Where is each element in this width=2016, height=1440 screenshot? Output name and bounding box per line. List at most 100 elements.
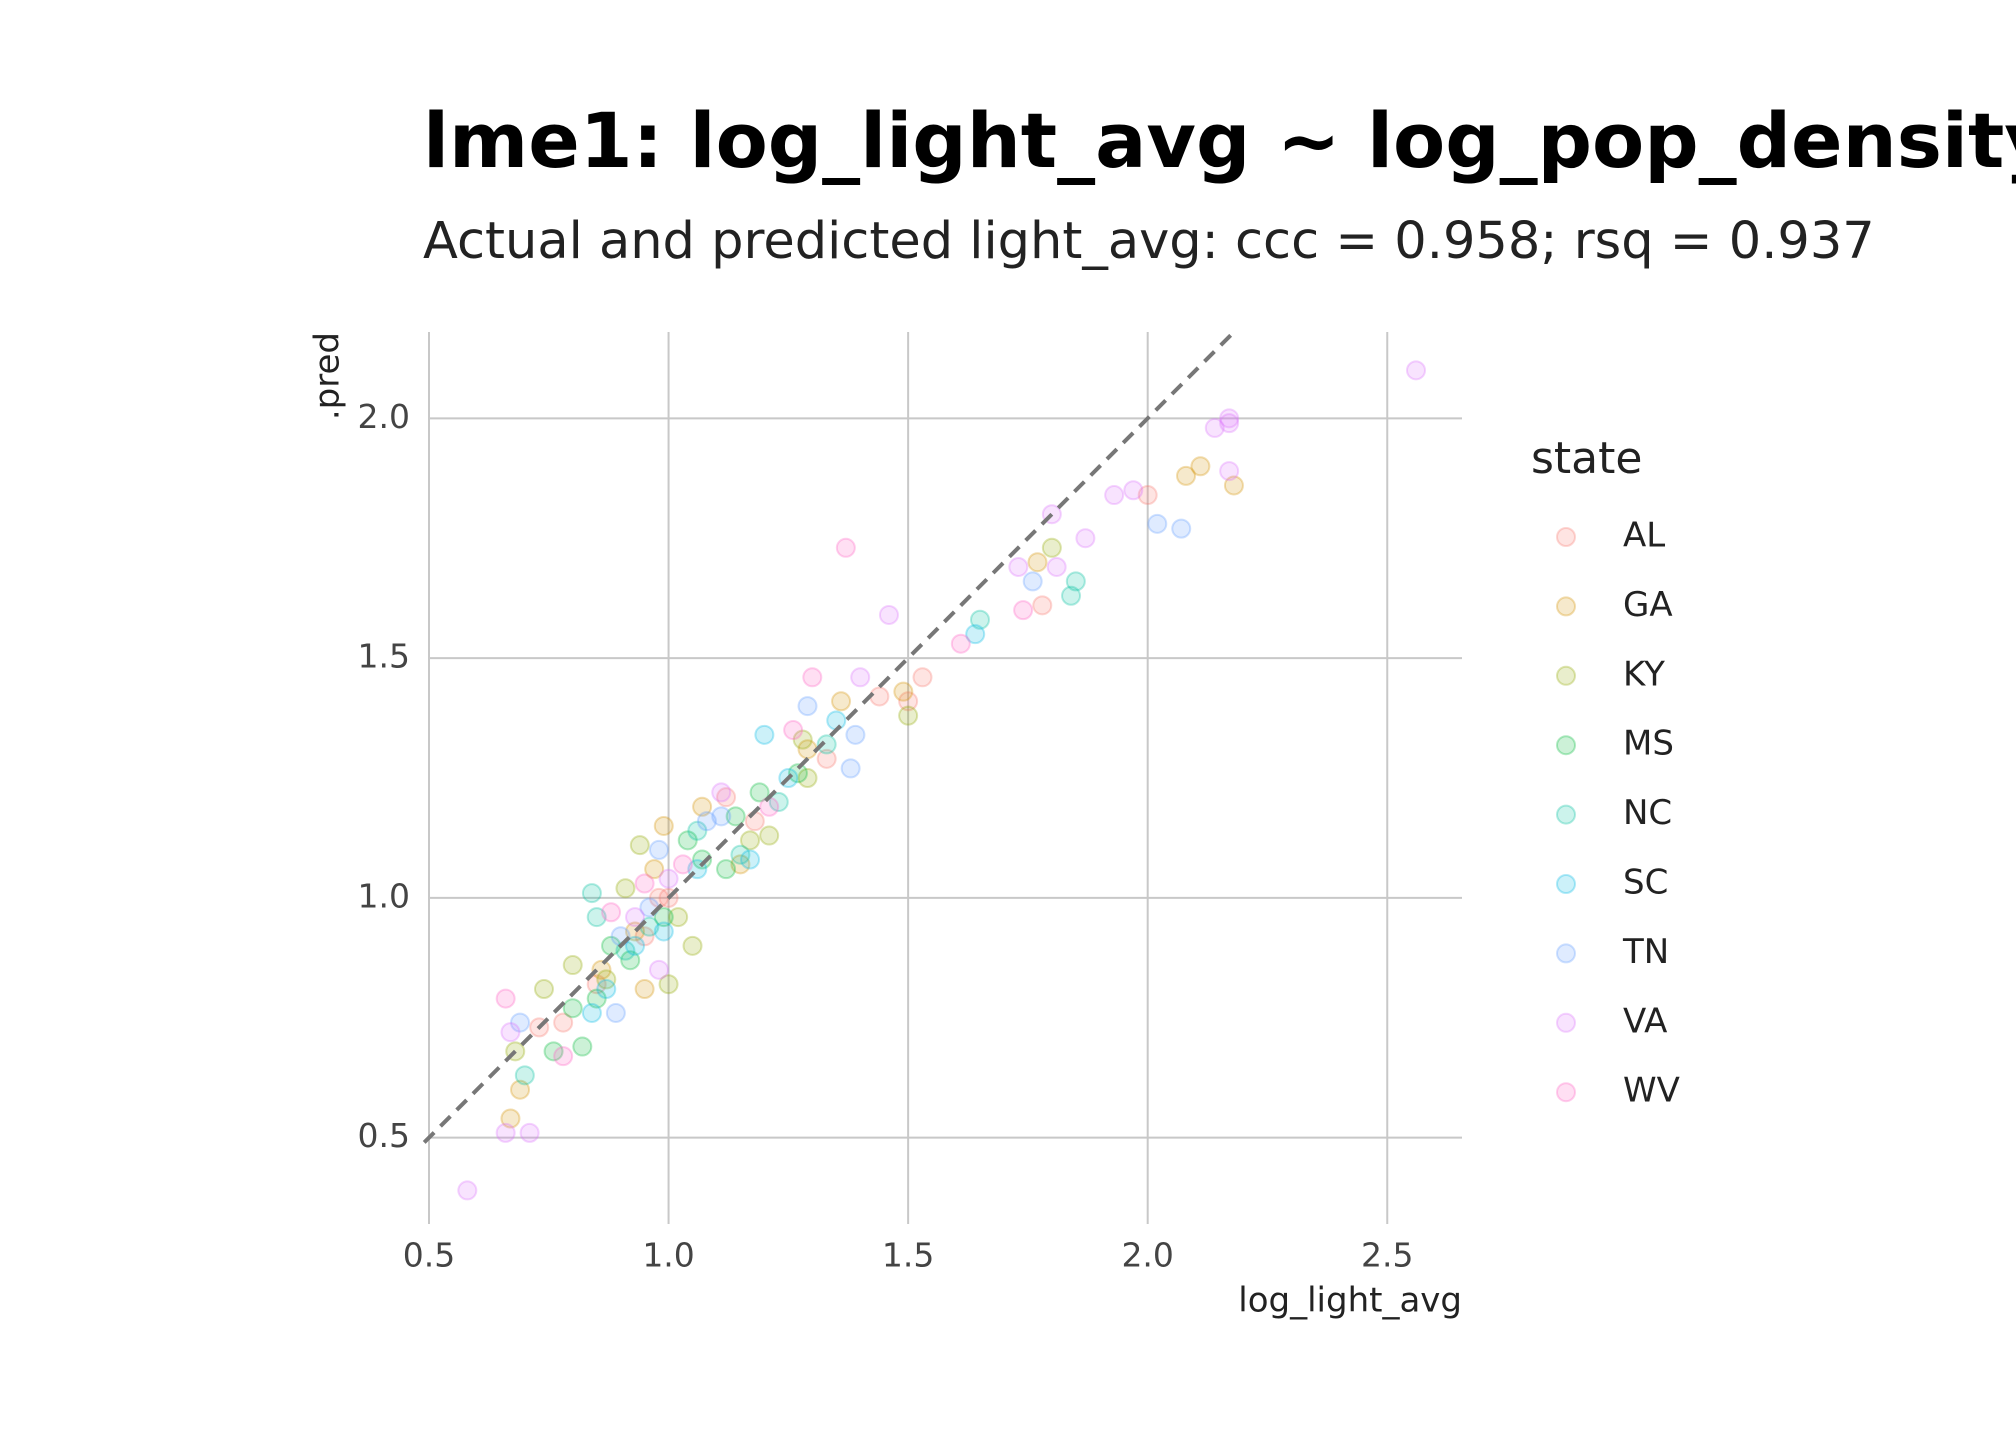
point	[510, 1079, 531, 1100]
point	[648, 959, 669, 980]
y-tick-label: 0.5	[358, 1116, 410, 1155]
y-axis-label: .pred	[308, 332, 348, 420]
point	[869, 686, 890, 707]
point	[696, 811, 717, 832]
point	[653, 815, 674, 836]
point	[1075, 528, 1096, 549]
point	[1032, 595, 1053, 616]
point	[898, 705, 919, 726]
legend-key	[1556, 527, 1576, 547]
point	[625, 935, 646, 956]
y-tick-label: 1.5	[358, 637, 410, 676]
point	[658, 868, 679, 889]
point	[1223, 475, 1244, 496]
legend-key	[1556, 804, 1576, 825]
point	[648, 839, 669, 860]
point	[553, 1012, 574, 1033]
legend-label: WV	[1623, 1071, 1680, 1111]
point	[586, 974, 607, 995]
point	[725, 806, 746, 827]
point	[1219, 408, 1240, 429]
point	[950, 633, 971, 654]
point	[1147, 513, 1168, 534]
point	[797, 768, 818, 788]
point	[514, 1065, 535, 1086]
x-tick-label: 1.0	[642, 1236, 694, 1275]
point	[740, 849, 761, 870]
point	[716, 787, 737, 808]
point	[1041, 537, 1062, 558]
legend-key	[1556, 665, 1576, 686]
point	[677, 830, 698, 851]
legend-key	[1556, 874, 1576, 894]
legend-label: MS	[1623, 724, 1674, 764]
point	[816, 734, 837, 755]
identity-line	[422, 330, 1236, 1144]
point	[826, 710, 847, 731]
point	[1027, 552, 1048, 573]
y-tick-label: 2.0	[358, 397, 410, 436]
point	[1171, 518, 1192, 539]
point	[586, 988, 607, 1009]
point	[840, 758, 861, 779]
point	[835, 537, 856, 558]
point	[1013, 600, 1034, 621]
point	[634, 979, 655, 1000]
point	[759, 796, 780, 817]
point	[831, 691, 852, 712]
point	[749, 782, 770, 803]
point	[792, 729, 813, 750]
y-tick-label: 1.0	[358, 876, 410, 915]
point	[1061, 585, 1082, 606]
point	[610, 926, 631, 947]
point	[965, 624, 986, 645]
point	[692, 849, 713, 870]
point	[740, 830, 761, 851]
point	[783, 720, 804, 741]
point	[457, 1180, 478, 1201]
point	[1046, 556, 1067, 577]
legend-key	[1556, 1082, 1576, 1103]
point	[1065, 571, 1086, 592]
chart-subtitle: Actual and predicted light_avg: ccc = 0.…	[423, 212, 1875, 271]
point	[802, 667, 823, 688]
point	[562, 955, 583, 976]
point	[1123, 480, 1144, 501]
x-tick-label: 2.5	[1361, 1236, 1413, 1275]
point	[495, 988, 516, 1009]
legend-label: KY	[1623, 654, 1665, 694]
point	[744, 811, 765, 832]
point	[692, 796, 713, 817]
point	[581, 883, 602, 904]
point	[591, 959, 612, 980]
point	[519, 1122, 540, 1143]
point	[668, 907, 689, 928]
point	[1137, 485, 1158, 506]
legend-label: NC	[1623, 793, 1672, 833]
legend-key	[1556, 596, 1576, 617]
point	[533, 979, 554, 1000]
point	[754, 724, 775, 745]
point	[625, 907, 646, 928]
legend-label: SC	[1623, 863, 1668, 903]
point	[629, 835, 650, 856]
x-tick-label: 2.0	[1121, 1236, 1173, 1275]
point	[620, 950, 641, 971]
point	[759, 825, 780, 846]
point	[1219, 413, 1240, 434]
legend-label: AL	[1623, 516, 1665, 556]
point	[711, 782, 732, 803]
point	[586, 907, 607, 928]
point	[653, 907, 674, 928]
legend-label: VA	[1623, 1001, 1667, 1041]
point	[615, 878, 636, 899]
point	[605, 1002, 626, 1023]
point	[845, 724, 866, 745]
point	[787, 763, 808, 784]
point	[500, 1022, 521, 1043]
point	[730, 854, 751, 875]
point	[1219, 461, 1240, 482]
point	[601, 902, 622, 923]
point	[878, 604, 899, 625]
point	[816, 748, 837, 769]
